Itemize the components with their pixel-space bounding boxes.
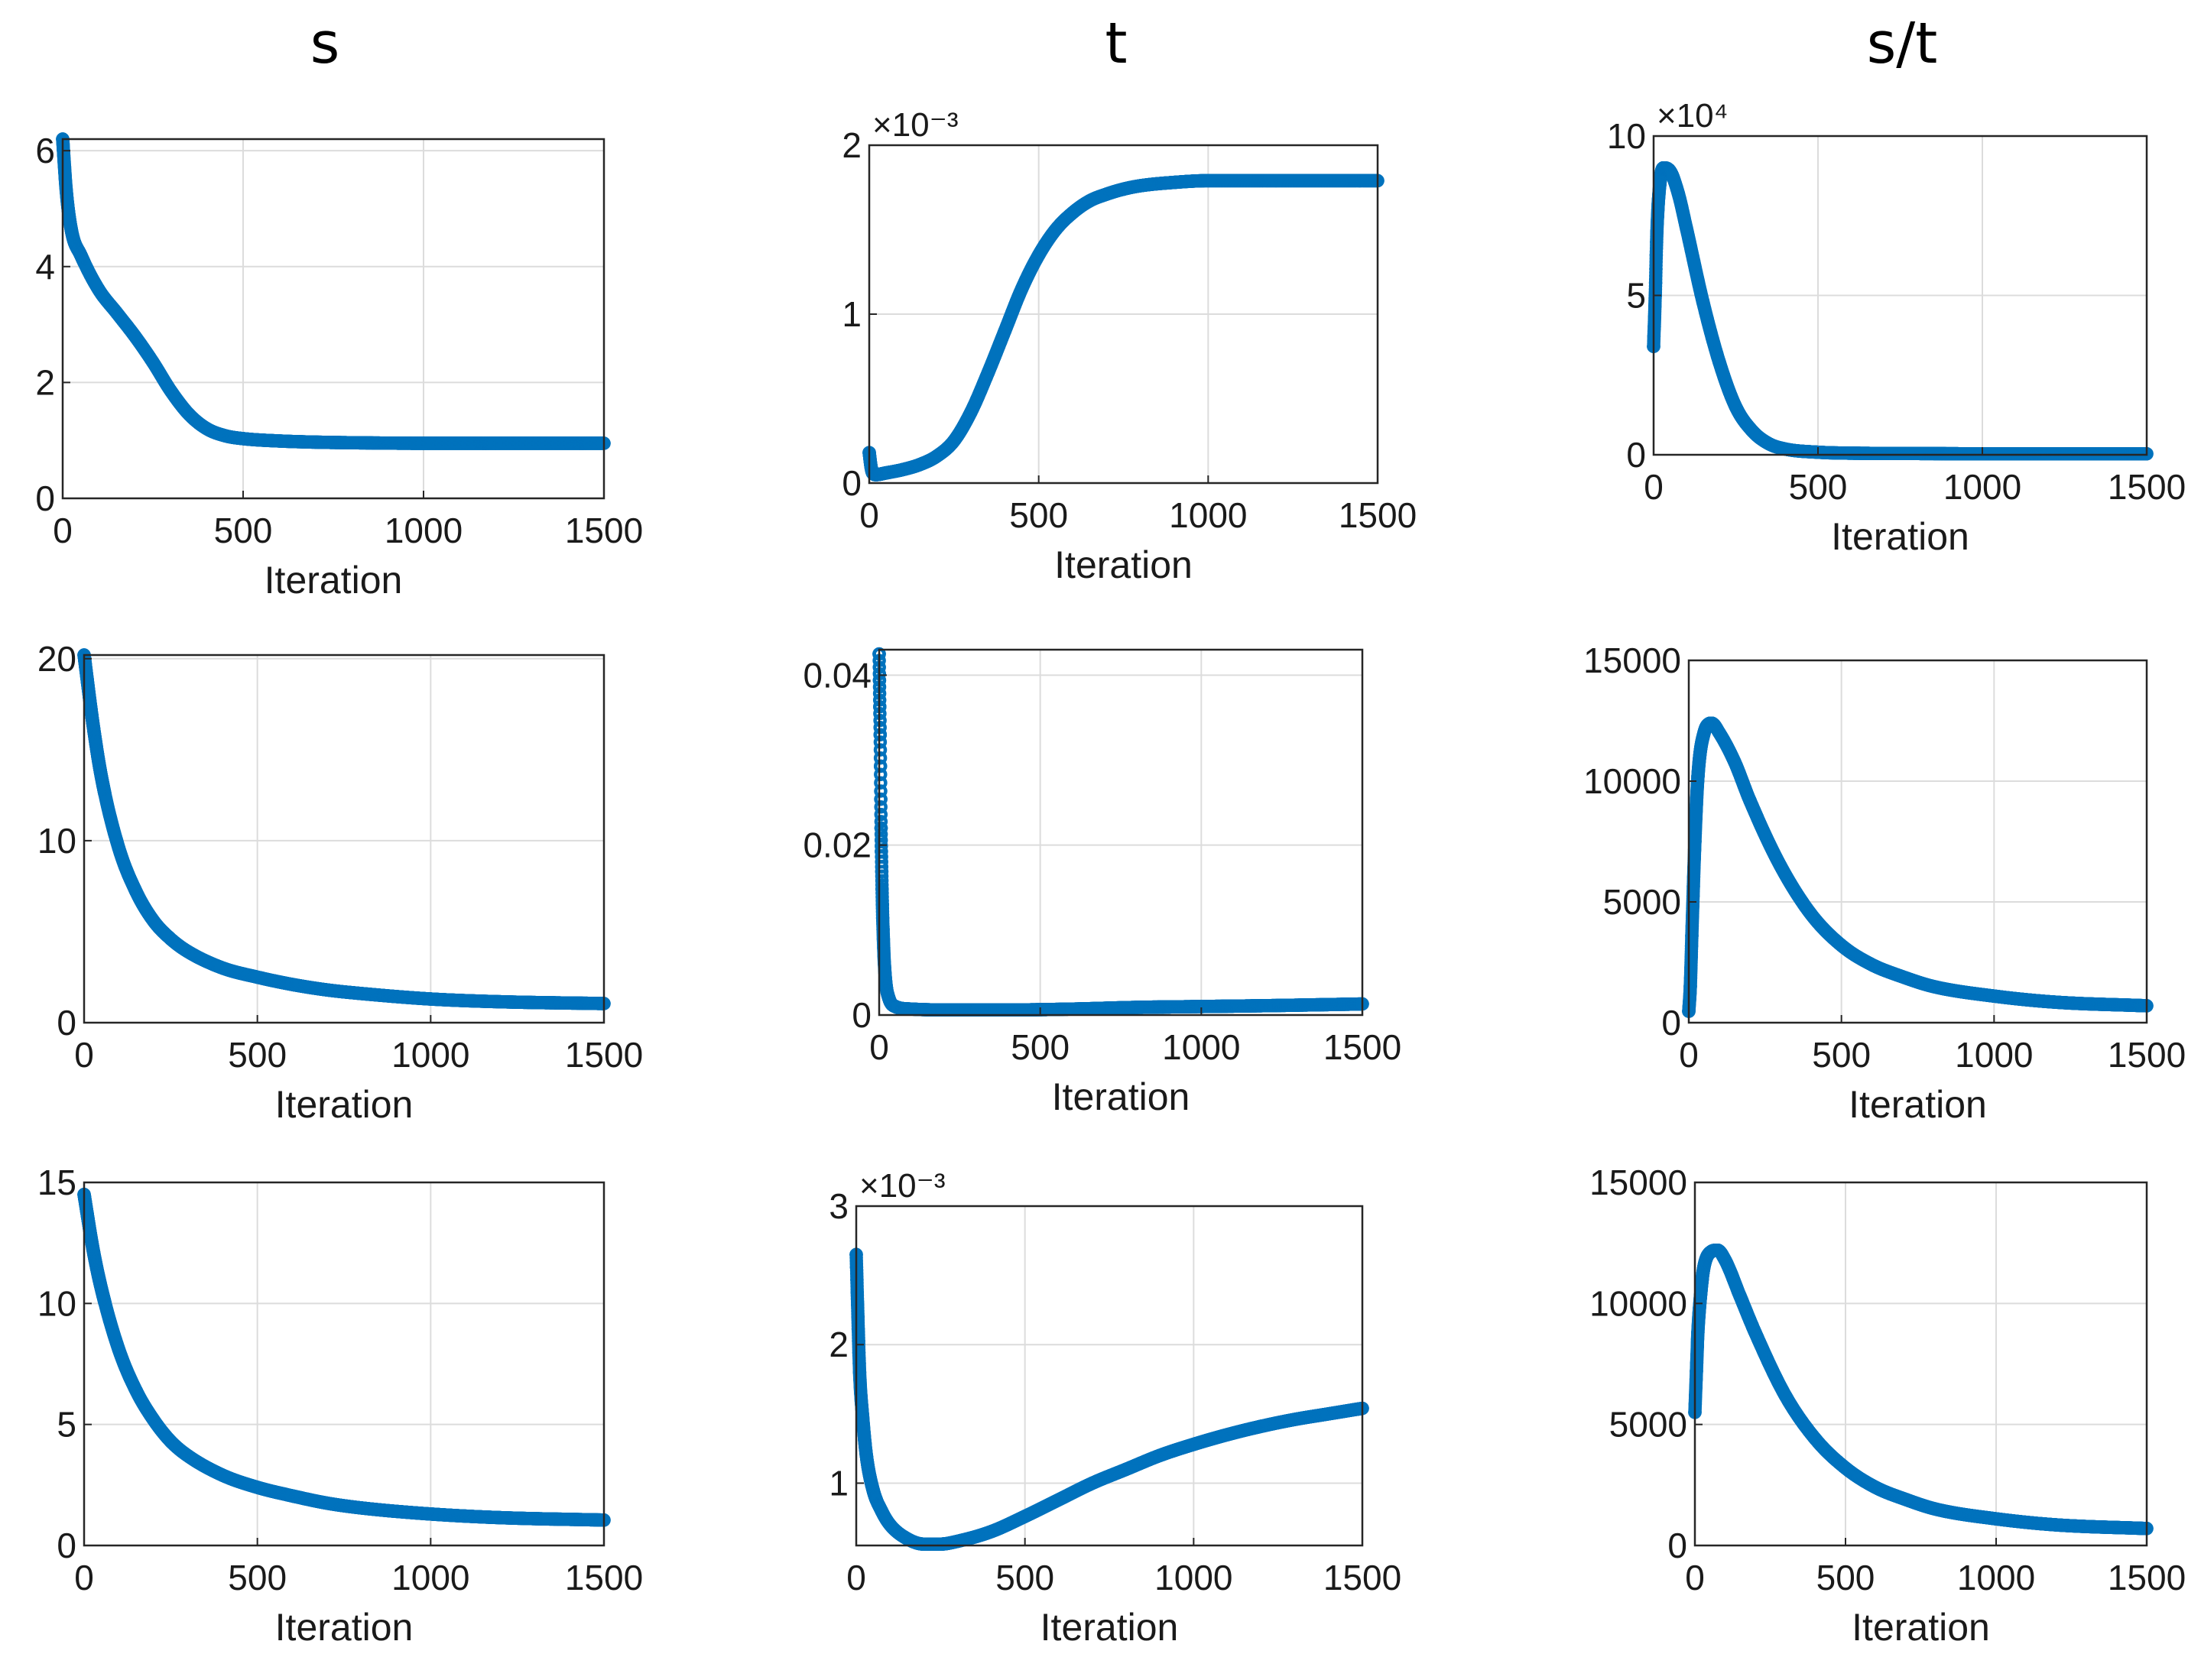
x-tick-label: 1000	[385, 511, 463, 550]
subplot-r1c1: 0 500 1000 1500 0 2 4 6 Iteration	[35, 131, 643, 602]
column-title-s: s	[310, 11, 340, 76]
x-axis-label: Iteration	[265, 559, 403, 602]
x-tick-label: 1500	[565, 511, 643, 550]
y-tick-label: 0	[842, 463, 862, 503]
x-tick-label: 0	[859, 495, 879, 535]
y-tick-label: 6	[35, 131, 55, 170]
x-tick-label: 500	[214, 511, 273, 550]
y-tick-label: 2	[842, 125, 862, 165]
x-tick-label: 0	[53, 511, 73, 550]
column-title-s-over-t: s/t	[1866, 11, 1938, 76]
data-series	[56, 132, 611, 450]
column-title-t: t	[1105, 11, 1128, 76]
y-tick-label: 4	[35, 247, 55, 287]
x-tick-label: 1000	[1169, 495, 1247, 535]
exponent-label: ×10⁻³	[872, 106, 959, 144]
subplot-r1c2: 0 500 1000 1500 0 1 2 ×10⁻³ Iteration	[842, 106, 1417, 586]
x-tick-label: 500	[1009, 495, 1068, 535]
x-tick-label: 1500	[1339, 495, 1417, 535]
y-tick-label: 0	[35, 478, 55, 518]
x-axis-label: Iteration	[1054, 543, 1193, 586]
y-tick-label: 1	[842, 294, 862, 334]
y-tick-label: 2	[35, 362, 55, 402]
